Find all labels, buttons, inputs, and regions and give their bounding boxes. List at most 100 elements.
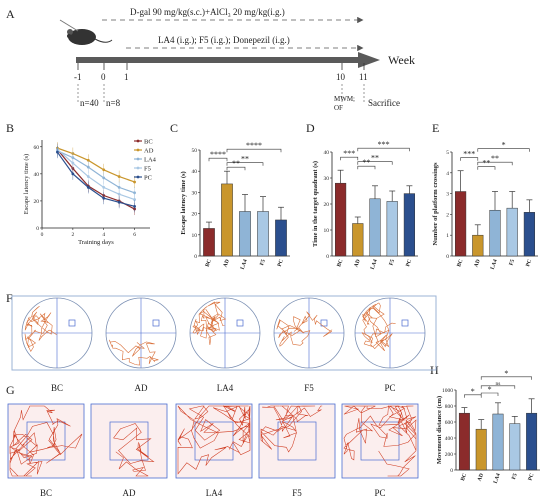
b-y-tick-label: 40 [34, 172, 40, 178]
platform-marker [68, 319, 76, 327]
e-sig-bracket [477, 166, 496, 170]
h-y-tick-label: 600 [445, 420, 454, 426]
b-point [56, 150, 59, 154]
c-x-tick-label: LA4 [240, 258, 249, 270]
c-x-tick-label: BC [205, 259, 213, 268]
swim-path-pc [361, 302, 396, 352]
n40-label: n=40 [80, 98, 99, 108]
n8-label: n=8 [106, 98, 121, 108]
b-point [86, 158, 90, 162]
b-x-tick-label: 2 [71, 232, 74, 238]
e-sig-bracket [477, 148, 530, 152]
d-x-tick-label: AD [353, 259, 361, 269]
h-sig-bracket [480, 385, 516, 389]
track-label-f-ad: AD [135, 383, 148, 393]
b-series-line-pc [56, 151, 135, 207]
h-y-tick-label: 400 [445, 436, 454, 442]
e-y-axis-title: Number of platform crossings [432, 162, 439, 245]
b-point [117, 185, 121, 189]
b-y-tick-label: 60 [34, 145, 40, 151]
b-point [133, 191, 136, 195]
h-y-tick-label: 800 [445, 404, 454, 410]
b-x-tick-label: 0 [41, 232, 44, 238]
h-x-tick-label: AD [477, 473, 485, 483]
panel-letter-a: A [6, 7, 15, 21]
h-x-tick-label: F5 [511, 472, 519, 480]
c-sig-label: **** [210, 150, 226, 159]
h-bar-ad [475, 428, 487, 471]
c-y-tick-label: 30 [192, 190, 198, 196]
d-sig-label: *** [343, 149, 355, 158]
treatment-label: LA4 (i.g.); F5 (i.g.); Donepezil (i.g.) [158, 35, 290, 45]
track-label-g-pc: PC [374, 488, 385, 498]
arena-box-pc [341, 403, 419, 479]
b-y-tick-label: 20 [34, 199, 40, 205]
e-y-tick-label: 2 [446, 212, 449, 218]
track-label-f-pc: PC [384, 383, 395, 393]
b-series-line-ad [57, 147, 135, 183]
b-series-line-la4 [57, 150, 135, 194]
d-x-tick-label: BC [336, 259, 344, 268]
track-label-g-f5: F5 [292, 488, 302, 498]
e-sig-bracket [477, 161, 513, 166]
sacrifice-label: Sacrifice [368, 98, 400, 108]
platform-marker [320, 319, 328, 327]
c-bar-pc [275, 219, 287, 257]
b-point [102, 185, 106, 189]
c-sig-bracket [226, 162, 264, 166]
b-point [117, 192, 121, 196]
tick-1: 1 [124, 72, 129, 82]
timeline-arrow-icon [358, 52, 380, 68]
d-bar-la4 [369, 198, 381, 257]
d-y-tick-label: 0 [326, 254, 329, 260]
c-y-tick-label: 0 [194, 254, 197, 260]
open-field-track-panel: BC AD LA4 F5 PC [7, 403, 419, 498]
swim-path-bc [24, 305, 57, 353]
e-y-tick-label: 0 [446, 254, 449, 260]
c-bar-bc [203, 228, 215, 257]
b-legend-label: LA4 [144, 157, 157, 164]
e-sig-label: ** [482, 159, 490, 168]
b-point [86, 185, 90, 189]
b-x-axis-title: Training days [78, 239, 114, 246]
d-sig-label: ** [362, 158, 370, 167]
e-x-tick-label: PC [525, 259, 533, 268]
track-label-f-la4: LA4 [217, 383, 234, 393]
of-label: OF [334, 104, 343, 112]
chart-h-movement-distance-bar: 0 200 400 600 800 1000 Movement distance (cm) B… [436, 369, 540, 484]
h-sig-label: * [471, 387, 475, 396]
arena-box-bc [7, 403, 85, 479]
b-point [71, 172, 75, 176]
arena-box-ad [90, 403, 168, 479]
e-y-tick-label: 4 [446, 171, 449, 177]
panel-letter-f: F [6, 291, 13, 305]
h-sig-bracket [480, 392, 499, 396]
chart-c-escape-latency-bar: 0 10 20 30 40 50 Escape latency time (s) BC AD LA… [180, 141, 290, 270]
b-point [133, 180, 136, 184]
d-x-tick-label: PC [405, 259, 413, 268]
swim-path-ad [108, 339, 159, 366]
c-bar-la4 [239, 211, 251, 257]
e-x-tick-label: BC [456, 259, 464, 268]
c-sig-bracket [226, 148, 282, 153]
d-bar-pc [403, 193, 415, 257]
e-sig-label: *** [463, 150, 475, 159]
e-sig-bracket [460, 157, 479, 161]
h-bar-bc [458, 412, 470, 471]
b-legend-marker [136, 139, 140, 143]
e-y-tick-label: 3 [446, 192, 449, 198]
b-legend-label: F5 [144, 166, 151, 173]
track-label-f-f5: F5 [304, 383, 314, 393]
d-y-axis-title: Time in the target quadrant (s) [312, 161, 319, 247]
b-point [117, 175, 121, 178]
track-label-g-bc: BC [40, 488, 52, 498]
c-sig-label: ** [232, 159, 240, 168]
timeline-panel: D-gal 90 mg/kg(s.c.)+AlCl₃ 20 mg/kg(i.g.… [59, 7, 415, 112]
d-y-tick-label: 30 [324, 176, 330, 182]
b-legend-marker [136, 175, 140, 179]
dgal-regimen-label: D-gal 90 mg/kg(s.c.)+AlCl₃ 20 mg/kg(i.g.… [130, 7, 285, 17]
e-x-tick-label: AD [473, 259, 481, 269]
chart-d-target-quadrant-bar: 0 10 20 30 40 Time in the target quadrant (s)… [312, 140, 418, 270]
c-x-tick-label: F5 [259, 258, 267, 266]
